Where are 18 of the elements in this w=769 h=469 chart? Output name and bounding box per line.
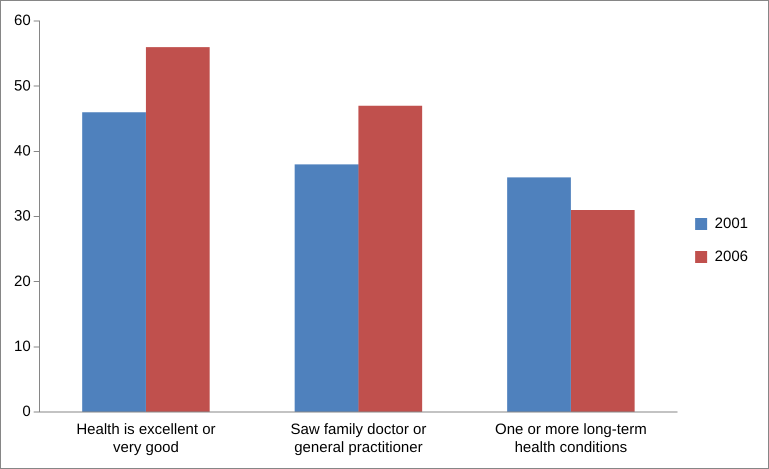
y-tick-label: 0 (22, 403, 31, 420)
legend-label: 2006 (714, 248, 748, 266)
y-tick-label: 10 (14, 338, 31, 355)
y-tick-label: 50 (14, 77, 31, 94)
y-tick-label: 20 (14, 272, 31, 290)
bar (570, 210, 635, 412)
legend-label: 2001 (714, 215, 748, 232)
y-tick-label: 60 (14, 12, 31, 30)
x-tick-label: One or more long-term health conditions (495, 421, 647, 456)
x-tick-label: Saw family doctor or general practitioner (290, 421, 426, 456)
x-tick-label: Health is excellent or very good (76, 421, 216, 456)
bar (82, 112, 146, 412)
bar (358, 106, 422, 412)
y-tick-label: 30 (14, 208, 31, 225)
bar (507, 177, 571, 412)
bar (146, 47, 210, 412)
bar (294, 164, 358, 412)
y-tick-label: 40 (14, 142, 31, 160)
